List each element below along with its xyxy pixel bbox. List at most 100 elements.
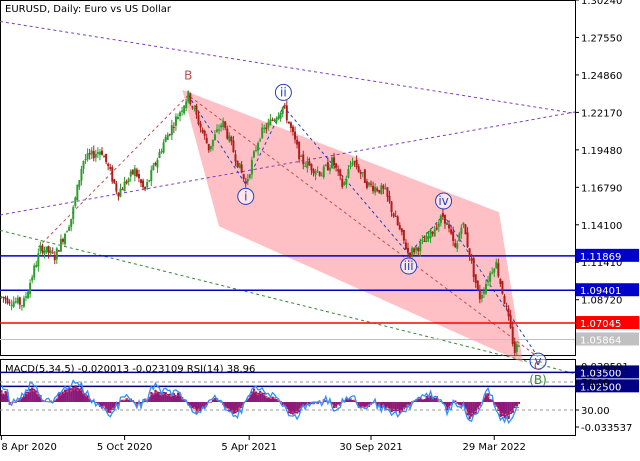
candle-body-165 [339, 169, 342, 176]
candle-body-240 [493, 268, 496, 273]
candle-body-147 [302, 154, 305, 165]
candle-body-134 [275, 118, 278, 122]
macd-bar-192 [394, 402, 397, 412]
candle-body-41 [84, 159, 87, 161]
macd-bar-30 [61, 391, 65, 402]
macd-bar-248 [509, 402, 512, 415]
macd-bar-11 [22, 395, 26, 402]
candle-body-12 [25, 296, 28, 298]
candle-body-190 [390, 201, 393, 212]
candle-body-220 [452, 231, 455, 241]
candle-body-49 [100, 150, 103, 155]
macd-bar-170 [349, 398, 352, 402]
candle-body-62 [127, 178, 130, 183]
candle-body-8 [16, 297, 19, 304]
candle-body-20 [41, 245, 44, 253]
candle-body-215 [441, 212, 444, 217]
level-tag-bg-0 [576, 248, 639, 262]
macd-bar-208 [427, 396, 430, 402]
wave-label-0: B [184, 68, 192, 82]
chart-title: EURUSD, Daily: Euro vs US Dollar [5, 4, 172, 15]
candle-body-186 [382, 185, 385, 189]
candle-body-171 [351, 162, 354, 165]
candle-body-185 [380, 185, 383, 194]
indicator-tick-label-1: 70.00 [581, 378, 610, 389]
candle-body-81 [166, 134, 169, 140]
candle-body-173 [355, 160, 358, 168]
wave-circle-5 [529, 352, 547, 370]
candle-body-158 [324, 164, 327, 166]
candle-body-127 [261, 127, 264, 138]
candle-body-143 [294, 131, 297, 140]
candle-body-161 [330, 157, 333, 168]
macd-bar-87 [179, 393, 182, 402]
candle-body-88 [181, 110, 184, 112]
candle-body-115 [236, 160, 239, 168]
macd-bar-125 [257, 392, 260, 402]
macd-bar-36 [74, 385, 77, 402]
candle-body-169 [347, 168, 350, 178]
candle-body-227 [466, 232, 469, 248]
macd-bar-91 [187, 402, 190, 405]
candle-body-116 [238, 162, 241, 169]
candle-body-243 [499, 279, 502, 285]
candle-body-117 [240, 164, 243, 173]
candle-body-51 [105, 153, 108, 163]
candle-body-130 [267, 122, 270, 128]
candle-body-118 [242, 174, 245, 180]
candle-body-163 [335, 163, 338, 168]
macd-bar-52 [107, 402, 110, 413]
candle-body-64 [131, 169, 134, 174]
macd-bar-161 [330, 402, 334, 405]
candle-body-90 [185, 101, 188, 109]
candle-body-66 [135, 169, 138, 177]
macd-bar-224 [460, 402, 463, 407]
candle-body-236 [485, 284, 488, 294]
macd-bar-84 [172, 393, 176, 402]
macd-bar-68 [140, 402, 143, 406]
candle-body-2 [4, 297, 7, 300]
macd-bar-238 [489, 398, 492, 402]
macd-bar-92 [189, 402, 192, 408]
candle-body-177 [363, 169, 366, 183]
candle-body-21 [43, 250, 46, 255]
candle-body-209 [429, 229, 432, 239]
candle-body-159 [326, 162, 329, 171]
macd-bar-191 [392, 402, 395, 412]
candle-body-201 [413, 248, 416, 253]
candle-body-103 [211, 139, 214, 147]
candle-body-13 [27, 291, 30, 299]
macd-bar-230 [472, 402, 475, 415]
candle-body-234 [480, 294, 483, 299]
macd-bar-51 [105, 402, 108, 411]
candle-body-35 [72, 207, 75, 220]
candle-body-222 [456, 243, 459, 249]
candle-body-1 [2, 296, 5, 298]
candle-body-239 [491, 272, 494, 274]
macd-bar-43 [88, 398, 91, 402]
candle-body-205 [421, 239, 424, 241]
macd-bar-132 [271, 396, 274, 402]
level-tag-0: 1.11869 [580, 252, 621, 263]
candle-body-235 [482, 291, 485, 294]
candle-body-144 [296, 140, 299, 145]
wave-circle-1 [237, 187, 255, 205]
macd-bar-14 [29, 388, 32, 402]
macd-bar-185 [380, 402, 383, 409]
candle-body-67 [137, 174, 140, 179]
macd-bar-233 [478, 402, 482, 407]
candle-body-61 [125, 181, 128, 184]
macd-bar-48 [98, 402, 102, 408]
macd-bar-65 [133, 402, 137, 403]
level-tag-bg-5 [576, 379, 639, 393]
macd-bar-143 [294, 402, 297, 414]
candle-body-106 [218, 129, 221, 131]
candle-body-107 [220, 125, 223, 128]
macd-bar-142 [291, 402, 295, 415]
candle-body-18 [37, 253, 40, 267]
macd-bar-212 [435, 396, 438, 402]
macd-bar-94 [193, 402, 196, 409]
date-axis: 8 Apr 2020 5 Oct 2020 5 Apr 2021 30 Sep 202… [0, 436, 526, 453]
macd-bar-229 [470, 402, 473, 417]
